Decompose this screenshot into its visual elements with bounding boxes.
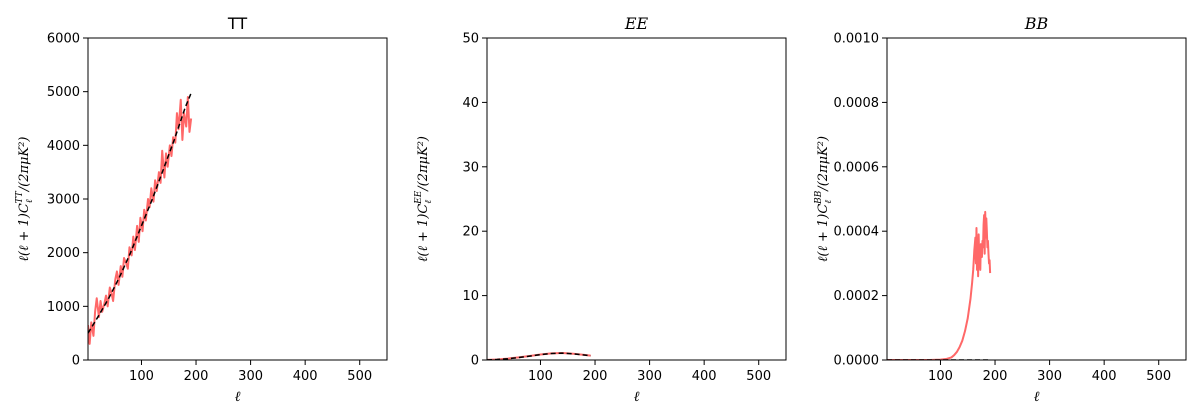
x-tick-label: 300 — [637, 369, 662, 384]
panel-1-series-2-dashed — [88, 91, 193, 334]
y-tick-label: 40 — [462, 96, 479, 111]
y-tick-label: 30 — [462, 160, 479, 175]
x-tick-label: 100 — [129, 369, 154, 384]
x-tick-label: 400 — [692, 369, 717, 384]
y-tick-label: 3000 — [47, 193, 80, 208]
x-tick-label: 500 — [347, 369, 372, 384]
y-tick-label: 0.0010 — [834, 32, 880, 47]
panel-3-x-axis-label: ℓ — [1034, 389, 1040, 405]
panel-1: 100 200 300 400 5000100020003000400050006000… — [15, 14, 388, 405]
panel-1-x-axis-label: ℓ — [235, 389, 241, 405]
x-tick-label: 300 — [1037, 369, 1062, 384]
panel-1-y-axis-label: ℓ(ℓ + 1)CℓTT/(2πμK²) — [15, 136, 35, 261]
panel-1-title: TT — [227, 14, 247, 33]
panel-3-y-axis-label: ℓ(ℓ + 1)CℓBB/(2πμK²) — [814, 136, 834, 262]
x-tick-label: 500 — [746, 369, 771, 384]
panel-2-frame — [486, 37, 787, 361]
x-tick-label: 400 — [293, 369, 318, 384]
y-tick-label: 50 — [462, 32, 479, 47]
y-tick-label: 0.0002 — [834, 289, 880, 304]
y-tick-label: 0.0000 — [834, 354, 880, 369]
y-tick-label: 10 — [462, 289, 479, 304]
y-tick-label: 0.0006 — [834, 160, 880, 175]
x-tick-label: 300 — [238, 369, 263, 384]
x-tick-label: 400 — [1092, 369, 1117, 384]
y-tick-label: 5000 — [47, 85, 80, 100]
panel-2-x-axis-label: ℓ — [634, 389, 640, 405]
y-tick-label: 20 — [462, 225, 479, 240]
x-tick-label: 100 — [928, 369, 953, 384]
y-tick-label: 0.0004 — [834, 225, 880, 240]
y-tick-label: 1000 — [47, 300, 80, 315]
panel-3: 100 200 300 400 500 0.0000 0.0002 0.0004 0.0006 0… — [814, 14, 1187, 405]
x-tick-label: 200 — [184, 369, 209, 384]
panel-2-title: EE — [624, 14, 649, 33]
panel-3-series-1-solid — [887, 210, 992, 360]
panel-3-title: BB — [1024, 14, 1049, 33]
y-tick-label: 0.0008 — [834, 96, 880, 111]
x-tick-label: 200 — [983, 369, 1008, 384]
x-tick-label: 500 — [1146, 369, 1171, 384]
y-tick-label: 2000 — [47, 246, 80, 261]
panel-2-series-2-dashed — [487, 352, 591, 360]
y-tick-label: 4000 — [47, 139, 80, 154]
panel-3-frame — [886, 37, 1187, 361]
x-tick-label: 100 — [528, 369, 553, 384]
y-tick-label: 0 — [471, 354, 479, 369]
x-tick-label: 200 — [583, 369, 608, 384]
panel-2-y-axis-label: ℓ(ℓ + 1)CℓEE/(2πμK²) — [414, 136, 434, 262]
y-tick-label: 0 — [72, 354, 80, 369]
y-tick-label: 6000 — [47, 32, 80, 47]
panel-2: 100 200 300 400 500 0 10 20 30 40 50 ℓ ℓ(ℓ + 1)CℓEE/… — [414, 14, 787, 405]
